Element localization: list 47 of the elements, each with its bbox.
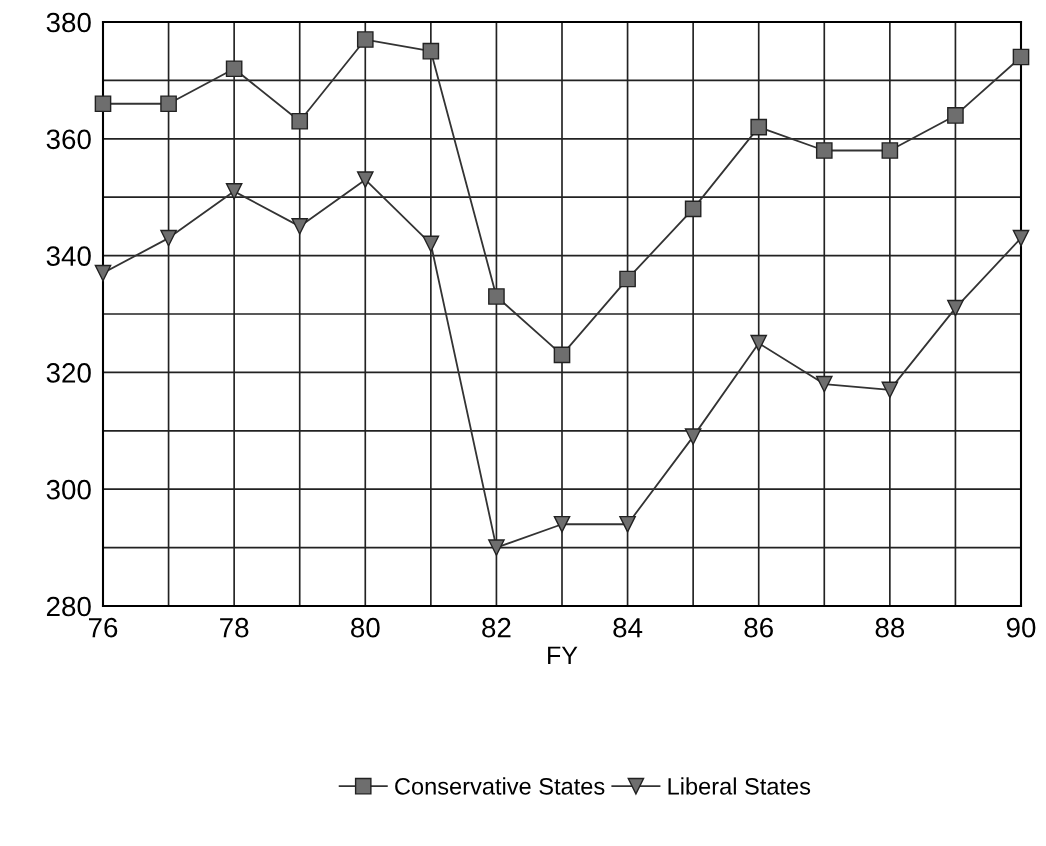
point <box>160 95 177 113</box>
y-tick-label: 320 <box>46 363 91 383</box>
point <box>750 334 768 352</box>
point <box>422 42 440 60</box>
point <box>947 299 964 317</box>
point <box>553 515 571 533</box>
point <box>422 235 440 253</box>
point <box>225 60 243 78</box>
point <box>356 31 374 48</box>
point <box>225 183 243 200</box>
point <box>881 142 899 159</box>
point <box>815 142 833 159</box>
x-tick-label: 76 <box>88 617 118 638</box>
x-tick-label: 78 <box>220 617 249 638</box>
point <box>291 218 309 235</box>
point <box>684 200 702 218</box>
x-tick-label: 88 <box>875 617 905 638</box>
x-tick-label: 80 <box>351 617 380 638</box>
y-tick-label: 300 <box>46 479 91 500</box>
point <box>160 229 177 247</box>
x-tick-label: 90 <box>1006 617 1036 638</box>
point <box>488 288 505 305</box>
legend-label: Liberal States <box>668 777 811 795</box>
point <box>881 381 899 399</box>
x-tick-label: 82 <box>482 617 511 638</box>
point <box>356 171 374 189</box>
y-tick-label: 360 <box>46 129 91 150</box>
y-tick-label: 380 <box>46 12 91 33</box>
point <box>1012 229 1030 247</box>
y-tick-label: 280 <box>46 596 91 617</box>
point <box>553 346 571 364</box>
y-tick-label: 340 <box>46 246 91 266</box>
point <box>619 515 636 533</box>
point <box>947 107 964 124</box>
point <box>815 375 833 393</box>
point <box>684 428 702 445</box>
legend-label: Conservative States <box>395 777 605 795</box>
point <box>94 264 112 282</box>
point <box>619 270 636 288</box>
x-tick-label: 84 <box>613 617 643 638</box>
point <box>1012 48 1030 66</box>
x-tick-label: 86 <box>744 617 773 638</box>
x-axis-title: FY <box>548 646 578 664</box>
point <box>94 95 112 113</box>
point <box>488 539 505 556</box>
point <box>291 112 309 130</box>
point <box>750 118 768 136</box>
